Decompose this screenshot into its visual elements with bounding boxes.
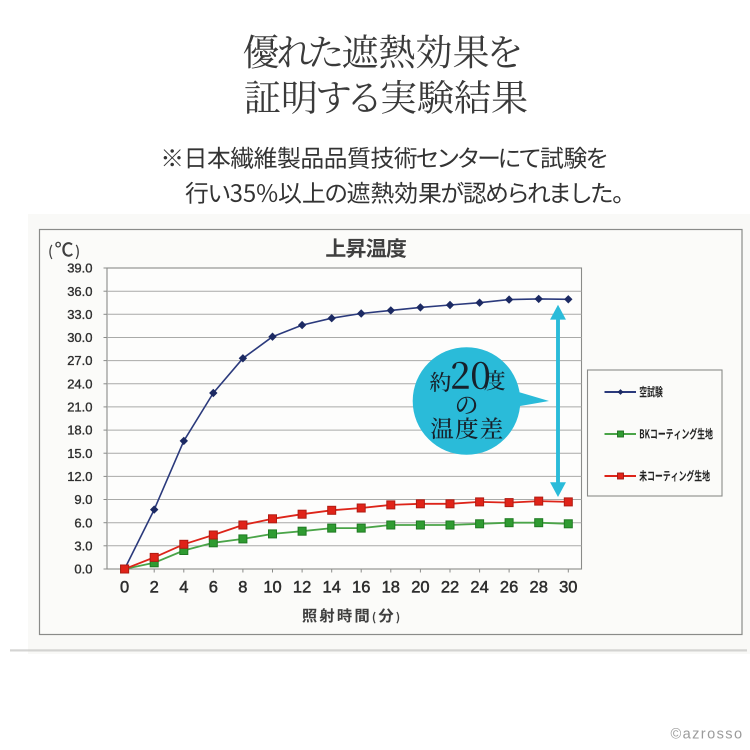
svg-text:33.0: 33.0 (67, 307, 92, 322)
svg-text:20: 20 (411, 579, 429, 597)
svg-text:30.0: 30.0 (67, 330, 92, 345)
svg-text:21.0: 21.0 (67, 400, 92, 415)
svg-text:0: 0 (120, 579, 129, 597)
svg-text:4: 4 (179, 579, 188, 597)
svg-text:6: 6 (209, 579, 218, 597)
svg-text:12: 12 (293, 579, 311, 597)
svg-text:3.0: 3.0 (74, 538, 92, 553)
svg-text:18: 18 (382, 579, 400, 597)
svg-text:39.0: 39.0 (67, 261, 92, 276)
svg-text:9.0: 9.0 (74, 492, 92, 507)
svg-text:26: 26 (500, 579, 518, 597)
svg-text:6.0: 6.0 (74, 515, 92, 530)
svg-text:2: 2 (150, 579, 159, 597)
svg-text:15.0: 15.0 (67, 446, 92, 461)
svg-text:28: 28 (530, 579, 548, 597)
svg-text:18.0: 18.0 (67, 423, 92, 438)
svg-text:16: 16 (352, 579, 370, 597)
svg-text:10: 10 (263, 579, 281, 597)
svg-text:22: 22 (441, 579, 459, 597)
svg-text:24: 24 (470, 579, 488, 597)
svg-text:8: 8 (238, 579, 247, 597)
svg-text:24.0: 24.0 (67, 376, 92, 391)
svg-text:30: 30 (559, 579, 577, 597)
svg-text:0.0: 0.0 (74, 562, 92, 577)
svg-text:14: 14 (323, 579, 341, 597)
svg-text:27.0: 27.0 (67, 353, 92, 368)
svg-text:©azrosso: ©azrosso (670, 726, 743, 742)
svg-text:36.0: 36.0 (67, 284, 92, 299)
svg-text:12.0: 12.0 (67, 469, 92, 484)
